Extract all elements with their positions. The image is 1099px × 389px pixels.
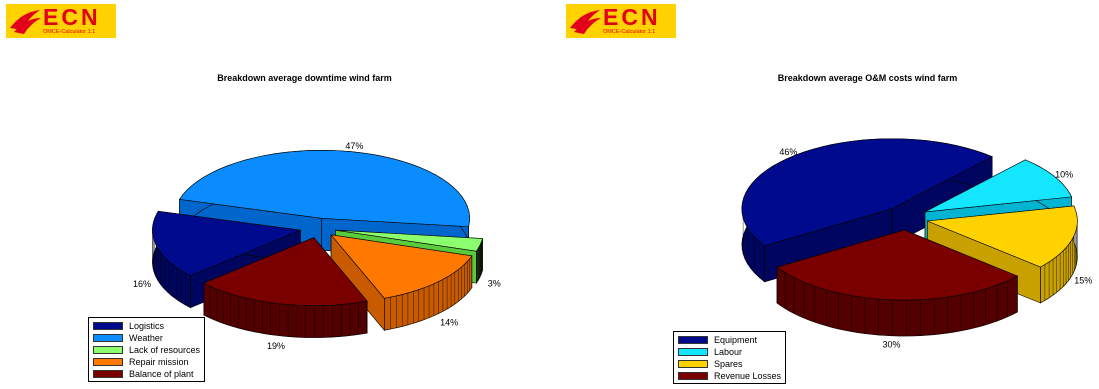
legend-item: Revenue Losses xyxy=(678,370,781,382)
legend-swatch xyxy=(678,372,708,380)
legend-item: Labour xyxy=(678,346,781,358)
logo-text: ECN xyxy=(43,4,101,30)
legend-label: Revenue Losses xyxy=(714,371,782,381)
pie-slice-balance-of-plant xyxy=(203,236,368,338)
downtime-pie-chart: 16% 47% 3% 14% 19% xyxy=(133,141,501,351)
legend-item: Weather xyxy=(93,332,200,344)
logo-subtitle: OMCE-Calculator 1.1 xyxy=(43,29,96,35)
pie-slice-equipment xyxy=(741,138,993,283)
legend-item: Equipment xyxy=(678,334,781,346)
pie-slice-revenue-losses xyxy=(776,229,1019,337)
pie-label-equipment: 46% xyxy=(779,147,797,157)
downtime-chart-panel: ECN OMCE-Calculator 1.1 Breakdown averag… xyxy=(0,0,549,389)
om-costs-pie-chart: 46% 10% 15% 30% xyxy=(741,138,1092,350)
om-costs-chart-panel: ECN OMCE-Calculator 1.1 Breakdown averag… xyxy=(550,0,1099,389)
logo-subtitle: OMCE-Calculator 1.1 xyxy=(603,29,656,35)
legend-label: Weather xyxy=(129,333,163,343)
legend-label: Spares xyxy=(714,359,743,369)
legend-item: Logistics xyxy=(93,320,200,332)
pie-slice-repair-mission xyxy=(330,233,473,332)
legend-swatch xyxy=(93,334,123,342)
pie-label-weather: 47% xyxy=(345,141,363,151)
legend-label: Lack of resources xyxy=(129,345,201,355)
pie-label-balance-of-plant: 19% xyxy=(267,341,285,351)
legend-label: Repair mission xyxy=(129,357,189,367)
legend-item: Repair mission xyxy=(93,356,200,368)
legend-swatch xyxy=(93,322,123,330)
pie-label-logistics: 16% xyxy=(133,279,151,289)
legend-item: Balance of plant xyxy=(93,368,200,380)
logo-text: ECN xyxy=(603,4,661,30)
legend-item: Lack of resources xyxy=(93,344,200,356)
flame-icon xyxy=(10,10,41,34)
pie-label-repair-mission: 14% xyxy=(440,317,458,327)
flame-icon xyxy=(570,10,601,34)
legend-item: Spares xyxy=(678,358,781,370)
chart-title: Breakdown average downtime wind farm xyxy=(217,73,392,83)
pie-label-revenue-losses: 30% xyxy=(883,340,901,350)
pie-slice-spares xyxy=(927,205,1078,304)
pie-label-spares: 15% xyxy=(1074,276,1092,286)
pie-label-lack-of-resources: 3% xyxy=(488,278,501,288)
legend-swatch xyxy=(93,346,123,354)
pie-label-labour: 10% xyxy=(1055,169,1073,179)
chart-legend: Logistics Weather Lack of resources Repair … xyxy=(88,317,206,382)
legend-swatch xyxy=(93,358,123,366)
legend-swatch xyxy=(678,360,708,368)
legend-swatch xyxy=(678,348,708,356)
legend-swatch xyxy=(678,336,708,344)
ecn-logo: ECN OMCE-Calculator 1.1 xyxy=(6,4,116,38)
legend-swatch xyxy=(93,370,123,378)
legend-label: Balance of plant xyxy=(129,369,194,379)
legend-label: Labour xyxy=(714,347,743,357)
chart-title: Breakdown average O&M costs wind farm xyxy=(777,73,958,83)
legend-label: Equipment xyxy=(714,335,758,345)
ecn-logo: ECN OMCE-Calculator 1.1 xyxy=(566,4,676,38)
chart-legend: Equipment Labour Spares Revenue Losses xyxy=(673,331,787,384)
legend-label: Logistics xyxy=(129,321,165,331)
